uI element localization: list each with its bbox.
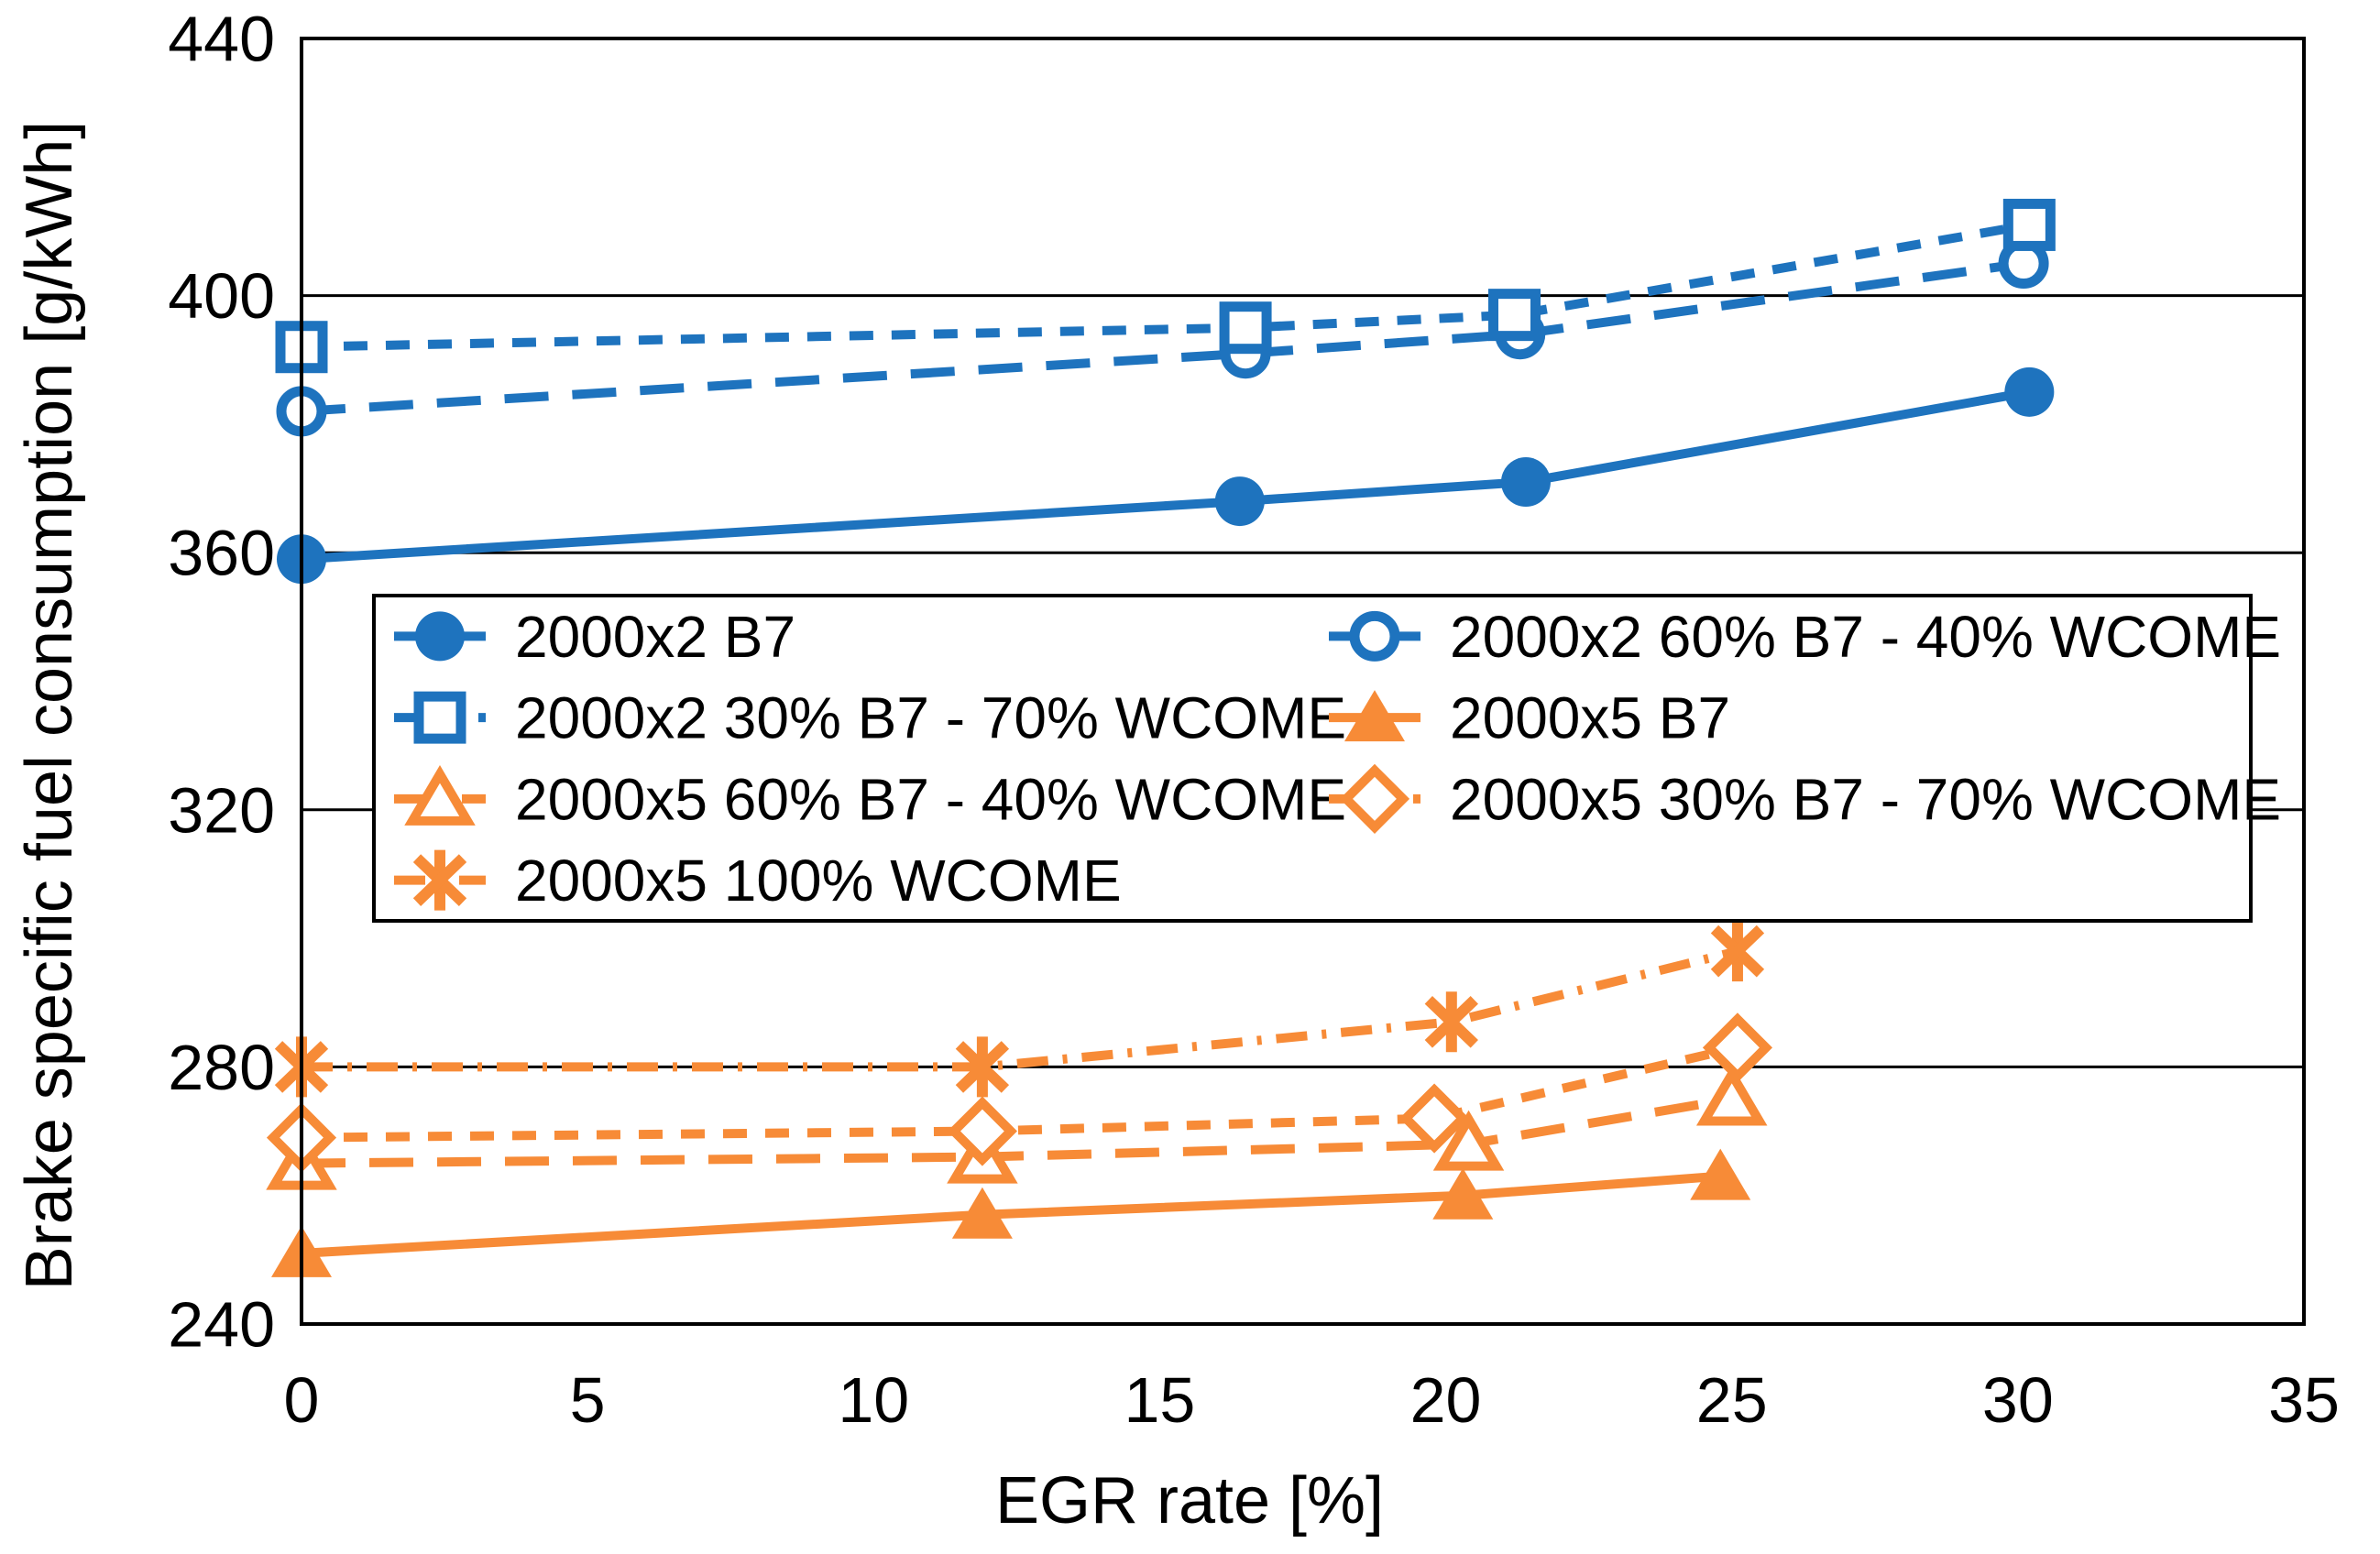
- series-2000x2-30-b7-70-wcome: [275, 198, 2056, 374]
- open-triangle-marker: [1695, 1065, 1768, 1126]
- x-tick-label-25: 25: [1696, 1364, 1768, 1436]
- open-diamond-marker: [1702, 1012, 1773, 1083]
- legend-label: 2000x2 60% B7 - 40% WCOME: [1450, 604, 2281, 670]
- open-circle-marker: [1349, 610, 1400, 662]
- series-2000x5-b7: [271, 1148, 1751, 1277]
- legend-item-2000x2-30-b7-70-wcome: 2000x2 30% B7 - 70% WCOME: [394, 685, 1346, 751]
- x-tick-label-30: 30: [1982, 1364, 2054, 1436]
- open-triangle-marker: [404, 765, 476, 826]
- legend-label: 2000x5 60% B7 - 40% WCOME: [515, 766, 1346, 832]
- x-tick-label-5: 5: [570, 1364, 606, 1436]
- x-axis-title: EGR rate [%]: [995, 1464, 1384, 1538]
- open-square-marker: [413, 691, 466, 744]
- asterisk-marker: [955, 1036, 1010, 1098]
- legend-item-2000x2-b7: 2000x2 B7: [394, 604, 795, 670]
- y-tick-label-240: 240: [168, 1289, 275, 1361]
- series-line-2000x5-60-b7-40-wcome: [301, 1094, 1733, 1168]
- y-tick-label-440: 440: [168, 4, 275, 75]
- filled-triangle-marker: [1432, 1167, 1494, 1220]
- series-line-2000x5-b7: [301, 1171, 1721, 1258]
- ticks-layer: 240 280 320 360 400 440 0 5 10 15 20 25 30 35: [168, 4, 2340, 1437]
- filled-circle-marker: [415, 611, 465, 662]
- legend-item-2000x5-100-wcome: 2000x5 100% WCOME: [394, 848, 1122, 914]
- legend-item-2000x2-60-b7-40-wcome: 2000x2 60% B7 - 40% WCOME: [1329, 604, 2281, 670]
- legend-label: 2000x2 30% B7 - 70% WCOME: [515, 685, 1346, 751]
- open-triangle-marker: [1432, 1110, 1505, 1171]
- series-line-2000x5-30-b7-70-wcome: [301, 1043, 1739, 1143]
- y-tick-label-320: 320: [168, 774, 275, 846]
- legend-item-2000x5-b7: 2000x5 B7: [1329, 685, 1730, 751]
- open-square-marker: [1487, 289, 1541, 342]
- asterisk-marker: [412, 849, 467, 911]
- asterisk-marker: [1424, 991, 1478, 1053]
- series-2000x2-b7: [277, 367, 2055, 585]
- plot-frame: [300, 37, 2306, 1326]
- filled-triangle-marker: [1344, 690, 1405, 742]
- series-2000x5-100-wcome: [274, 921, 1765, 1098]
- legend: 2000x2 B7 2000x2 60% B7 - 40% WCOME 2000x2…: [372, 594, 2281, 923]
- y-axis-title: Brake specific fuel consumption [g/kWh]: [13, 121, 86, 1291]
- legend-label: 2000x5 30% B7 - 70% WCOME: [1450, 766, 2281, 832]
- x-tick-label-0: 0: [284, 1364, 320, 1436]
- open-diamond-marker: [947, 1096, 1017, 1166]
- legend-item-2000x5-30-b7-70-wcome: 2000x5 30% B7 - 70% WCOME: [1329, 763, 2281, 834]
- filled-triangle-marker: [1690, 1148, 1751, 1200]
- open-diamond-marker: [1339, 763, 1410, 834]
- open-square-marker: [2002, 198, 2056, 251]
- filled-circle-marker: [2004, 367, 2055, 417]
- x-tick-label-15: 15: [1124, 1364, 1195, 1436]
- y-tick-label-400: 400: [168, 260, 275, 332]
- legend-item-2000x5-60-b7-40-wcome: 2000x5 60% B7 - 40% WCOME: [394, 765, 1346, 832]
- open-square-marker: [1219, 301, 1272, 355]
- y-tick-label-280: 280: [168, 1032, 275, 1103]
- x-tick-label-10: 10: [838, 1364, 909, 1436]
- plot-border: [300, 37, 2306, 1326]
- legend-box: [372, 594, 2253, 923]
- filled-triangle-marker: [951, 1187, 1013, 1239]
- filled-circle-marker: [1500, 457, 1551, 508]
- legend-label: 2000x2 B7: [515, 604, 795, 670]
- open-diamond-marker: [1399, 1083, 1470, 1154]
- y-tick-label-360: 360: [168, 518, 275, 589]
- x-tick-label-20: 20: [1410, 1364, 1482, 1436]
- asterisk-marker: [1710, 921, 1765, 982]
- legend-label: 2000x5 100% WCOME: [515, 848, 1122, 914]
- x-tick-label-35: 35: [2268, 1364, 2340, 1436]
- filled-circle-marker: [1214, 476, 1265, 527]
- series-line-2000x2-b7: [301, 387, 2031, 564]
- series-2000x5-30-b7-70-wcome: [266, 1012, 1773, 1173]
- legend-label: 2000x5 B7: [1450, 685, 1730, 751]
- series-line-2000x2-30-b7-70-wcome: [301, 220, 2031, 352]
- series-line-2000x5-100-wcome: [302, 947, 1739, 1072]
